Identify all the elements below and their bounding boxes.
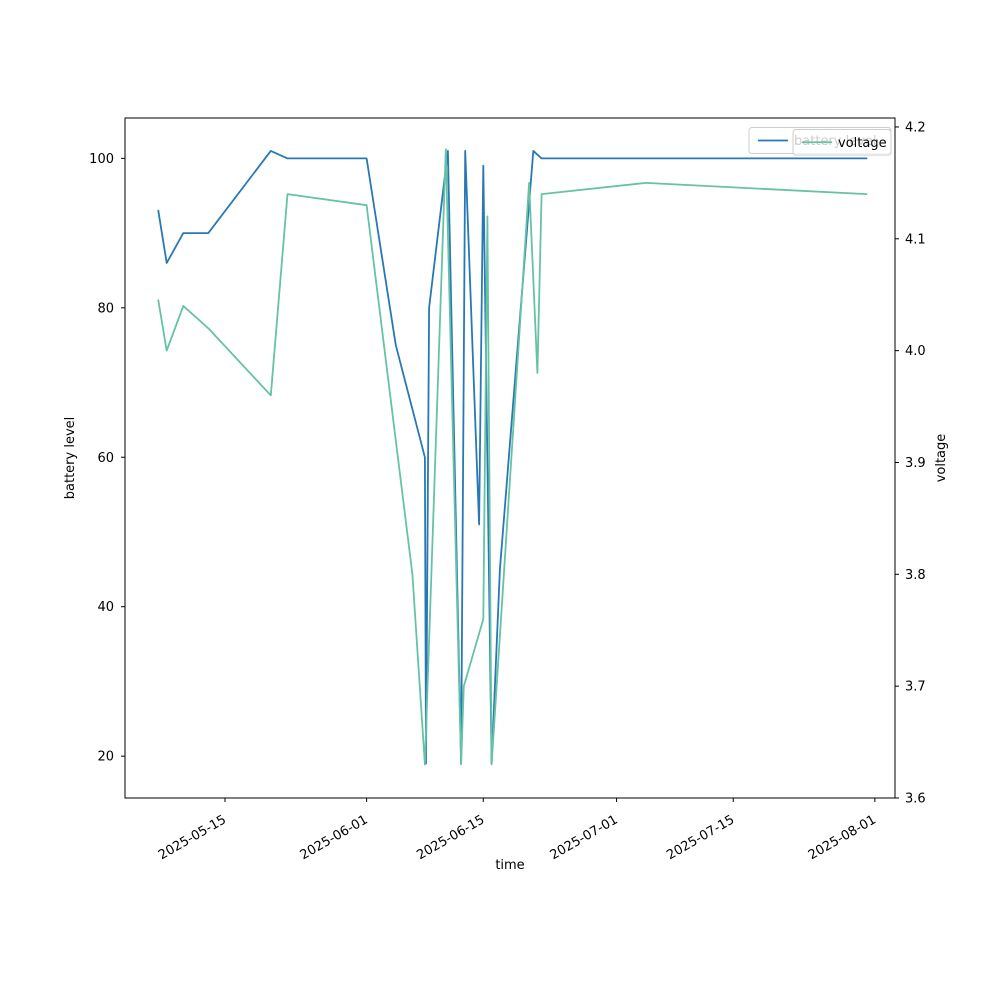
y-left-tick-label: 80 — [97, 301, 114, 316]
battery-level-line — [157, 149, 868, 765]
y-right-tick-label: 3.8 — [905, 568, 926, 583]
legend-voltage-label: voltage — [838, 136, 887, 151]
y-right-tick-label: 3.9 — [905, 456, 926, 471]
y-axis-title-left: battery level — [63, 417, 78, 500]
legend-box — [792, 129, 892, 156]
y-left-tick-label: 60 — [97, 451, 114, 466]
y-right-tick-label: 3.7 — [905, 680, 926, 695]
y-right-tick-label: 3.6 — [905, 792, 926, 807]
plot-frame — [124, 117, 896, 799]
y-right-tick-label: 4.2 — [905, 120, 926, 135]
legend-voltage: voltage — [792, 129, 892, 156]
y-left-tick-label: 100 — [89, 152, 114, 167]
x-axis-title: time — [495, 858, 524, 873]
y-axis-title-right: voltage — [934, 434, 949, 483]
y-left-tick-label: 40 — [97, 600, 114, 615]
voltage-line — [157, 148, 868, 766]
y-right-tick-label: 4.1 — [905, 232, 926, 247]
series-layer — [157, 148, 868, 766]
y-left-tick-label: 20 — [97, 750, 114, 765]
y-right-tick-label: 4.0 — [905, 344, 926, 359]
